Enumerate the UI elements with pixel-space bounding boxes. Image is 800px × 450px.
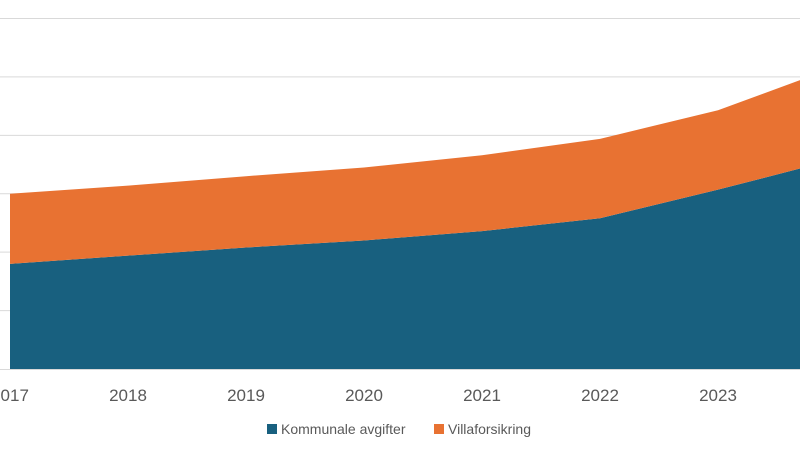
legend: Kommunale avgifter Villaforsikring [267, 421, 531, 437]
x-tick-label-2021: 2021 [463, 386, 501, 405]
x-axis: 20172018201920202021202220232024 [0, 369, 800, 405]
x-tick-label-2020: 2020 [345, 386, 383, 405]
x-tick-label-2022: 2022 [581, 386, 619, 405]
legend-swatch-villaforsikring [434, 424, 444, 434]
x-tick-label-2019: 2019 [227, 386, 265, 405]
area-series-villaforsikring [10, 80, 800, 264]
legend-label-kommunale-avgifter: Kommunale avgifter [281, 421, 406, 437]
legend-swatch-kommunale-avgifter [267, 424, 277, 434]
x-tick-label-2023: 2023 [699, 386, 737, 405]
plot-areas [10, 80, 800, 369]
area-series-kommunale-avgifter [10, 168, 800, 369]
legend-label-villaforsikring: Villaforsikring [448, 421, 531, 437]
x-tick-label-2018: 2018 [109, 386, 147, 405]
x-tick-label-2017: 2017 [0, 386, 29, 405]
